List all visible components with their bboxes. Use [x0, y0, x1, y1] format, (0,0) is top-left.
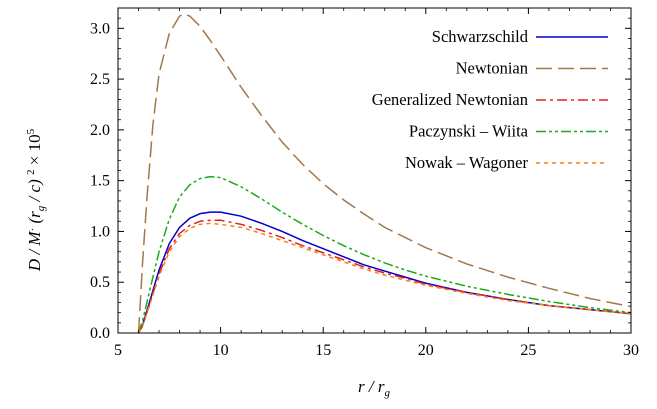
legend-label: Generalized Newtonian	[372, 90, 528, 109]
legend-label: Paczynski – Wiita	[409, 122, 529, 141]
x-tick-label: 30	[623, 342, 639, 359]
series-line-schwarzschild	[137, 211, 632, 334]
x-tick-label: 25	[520, 342, 536, 359]
x-tick-label: 10	[213, 342, 229, 359]
series-line-newtonian	[137, 13, 632, 334]
y-tick-label: 2.5	[90, 71, 110, 88]
y-tick-label: 2.0	[90, 122, 110, 139]
x-tick-label: 20	[418, 342, 434, 359]
x-axis-label: r / rg	[358, 377, 390, 399]
y-tick-label: 0.0	[90, 325, 110, 342]
ticks-layer: 5 10 15 20 25 30 0.0 0.5 1.0 1.5 2.0 2.5 3.0	[90, 8, 639, 359]
legend-label: Newtonian	[456, 59, 528, 78]
legend-label: Nowak – Wagoner	[405, 153, 529, 172]
y-tick-label: 3.0	[90, 20, 110, 37]
series-line-generalized-newtonian	[137, 219, 632, 334]
y-tick-label: 1.5	[90, 173, 110, 190]
legend-label: Schwarzschild	[432, 27, 529, 46]
legend: Schwarzschild Newtonian Generalized Newton…	[372, 27, 608, 172]
y-tick-label: 0.5	[90, 274, 110, 291]
x-tick-label: 5	[114, 342, 122, 359]
series-layer	[137, 13, 632, 334]
y-tick-label: 1.0	[90, 223, 110, 240]
y-axis-label: D / M· (rg / c) 2 × 105	[25, 128, 47, 272]
x-tick-label: 15	[315, 342, 331, 359]
